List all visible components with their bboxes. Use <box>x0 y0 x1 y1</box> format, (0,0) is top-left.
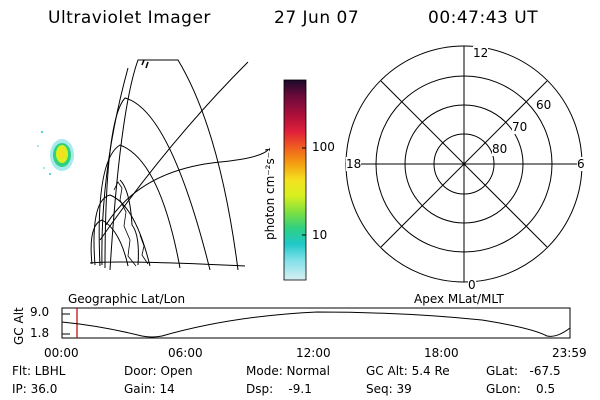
altitude-xtick-1200: 12:00 <box>296 346 331 360</box>
altitude-plot <box>61 307 571 339</box>
footer-dsp: Dsp: -9.1 <box>246 382 312 396</box>
instrument-title: Ultraviolet Imager <box>48 8 211 28</box>
mlt-label-6: 6 <box>577 157 585 171</box>
lat-label-70: 70 <box>512 120 528 134</box>
altitude-ylabel: GC Alt <box>12 307 26 345</box>
footer-gc-alt: GC Alt: 5.4 Re <box>366 364 450 378</box>
altitude-xtick-2359: 23:59 <box>552 346 587 360</box>
colorbar-unit-label: photon cm⁻²s⁻¹ <box>263 147 277 240</box>
footer-glon: GLon: 0.5 <box>486 382 556 396</box>
lat-label-60: 60 <box>536 98 552 112</box>
auroral-emission-blob <box>37 131 74 175</box>
footer-ip: IP: 36.0 <box>12 382 58 396</box>
altitude-ytick-9: 9.0 <box>30 305 50 319</box>
footer-seq: Seq: 39 <box>366 382 412 396</box>
geographic-map <box>37 59 269 271</box>
footer-mode: Mode: Normal <box>246 364 330 378</box>
colorbar-tick-100: 100 <box>312 140 335 154</box>
colorbar <box>283 79 307 281</box>
lat-label-80: 80 <box>492 142 508 156</box>
altitude-xtick-1800: 18:00 <box>424 346 459 360</box>
mlt-label-12: 12 <box>473 46 489 60</box>
date-label: 27 Jun 07 <box>274 8 360 28</box>
footer-flt: Flt: LBHL <box>12 364 66 378</box>
right-panel-caption: Apex MLat/MLT <box>414 292 504 306</box>
altitude-xtick-0000: 00:00 <box>44 346 79 360</box>
footer-glat: GLat: -67.5 <box>486 364 561 378</box>
altitude-ytick-1-8: 1.8 <box>30 326 50 340</box>
mlt-label-0: 0 <box>468 278 476 292</box>
colorbar-tick-10: 10 <box>312 228 328 242</box>
altitude-xtick-0600: 06:00 <box>168 346 203 360</box>
polar-plot <box>345 45 583 283</box>
mlt-label-18: 18 <box>346 157 362 171</box>
footer-door: Door: Open <box>124 364 193 378</box>
left-panel-caption: Geographic Lat/Lon <box>68 292 186 306</box>
time-label: 00:47:43 UT <box>428 8 539 28</box>
footer-gain: Gain: 14 <box>124 382 175 396</box>
